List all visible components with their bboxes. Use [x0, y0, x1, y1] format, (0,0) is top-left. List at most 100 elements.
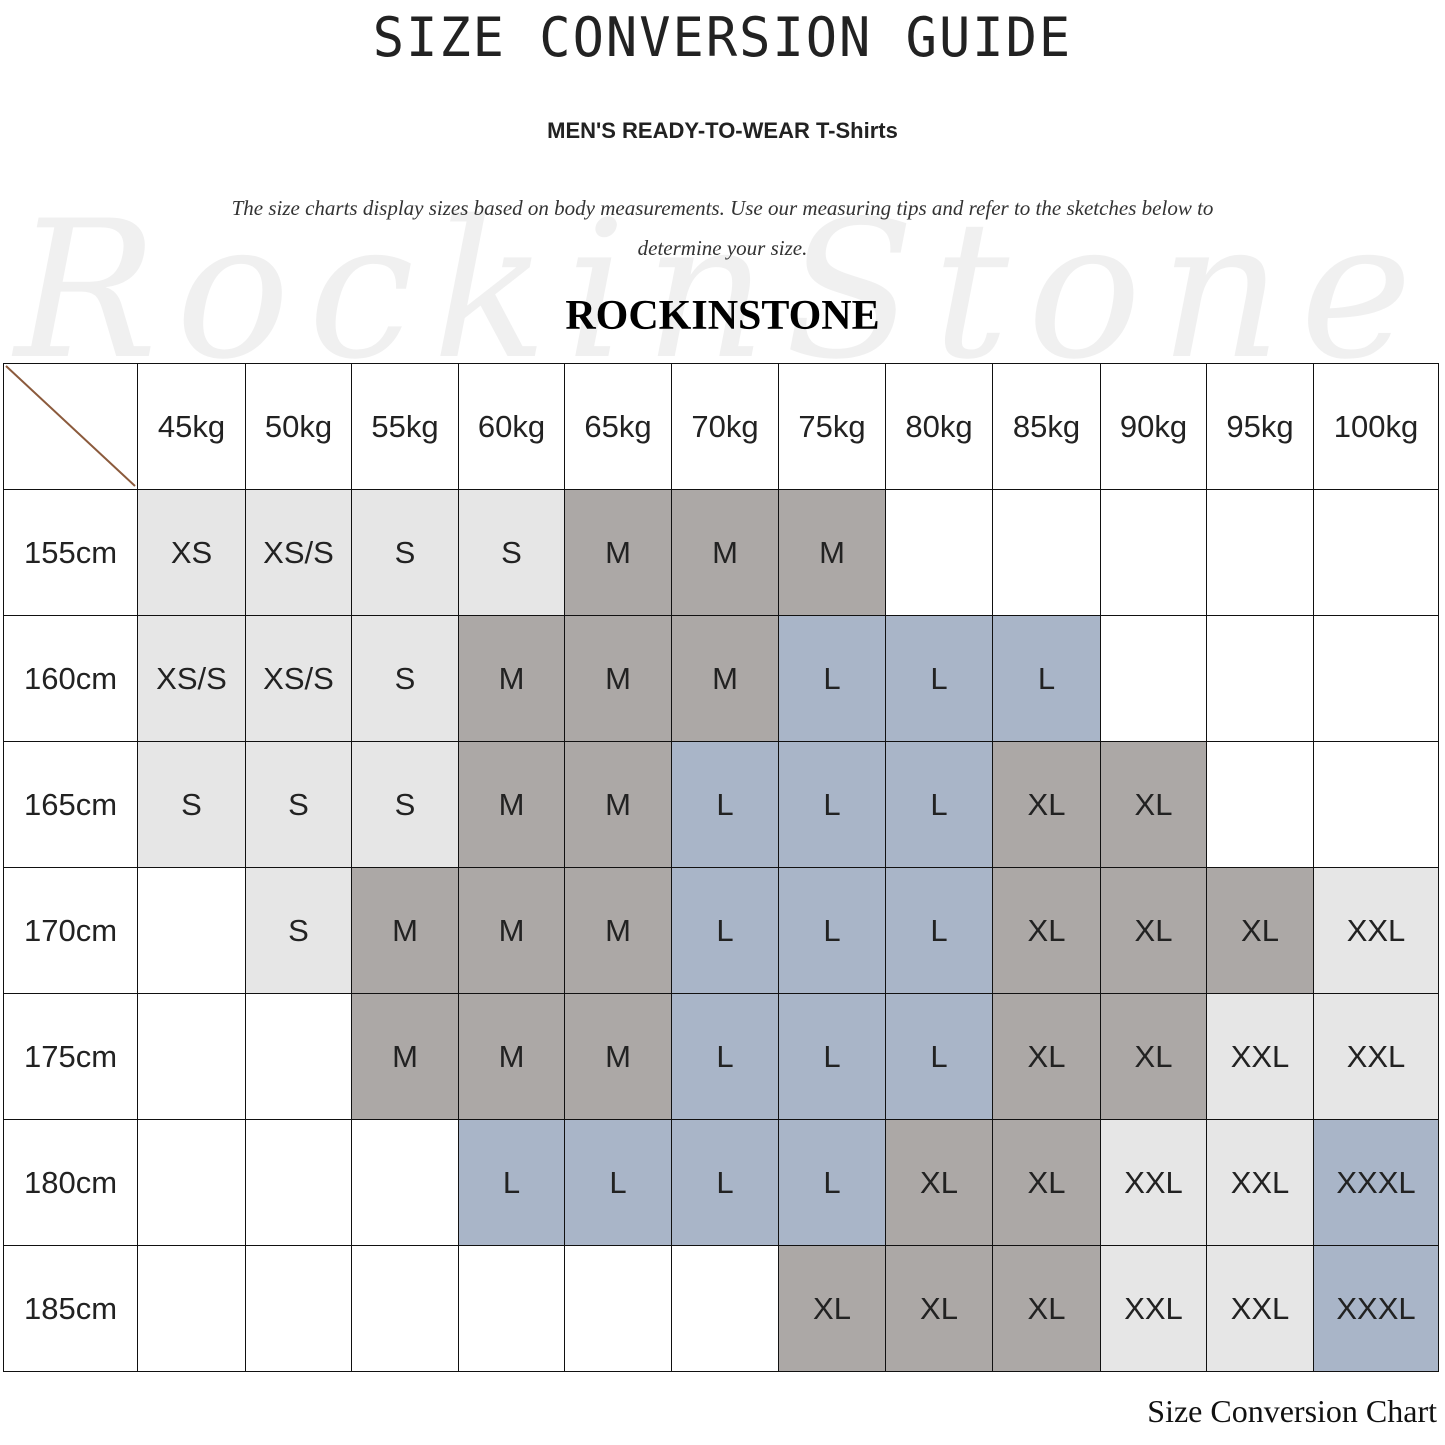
row-header: 180cm [3, 1119, 138, 1246]
column-header: 75kg [778, 363, 886, 490]
size-cell: XS [137, 489, 246, 616]
size-cell: L [778, 741, 886, 868]
size-table: 45kg 50kg 55kg 60kg 65kg 70kg 75kg 80kg 85kg 90kg… [3, 363, 1439, 1372]
size-cell: XXL [1206, 993, 1314, 1120]
column-header: 65kg [564, 363, 672, 490]
caption: Size Conversion Chart [1147, 1393, 1437, 1429]
corner-cell [3, 363, 138, 490]
table-row: 175cm M M M L L L XL XL XXL XXL [3, 993, 1439, 1120]
size-cell [137, 993, 246, 1120]
size-cell: L [778, 1119, 886, 1246]
size-cell: M [778, 489, 886, 616]
size-cell: L [778, 615, 886, 742]
header-row: 45kg 50kg 55kg 60kg 65kg 70kg 75kg 80kg 85kg 90kg… [3, 363, 1439, 490]
size-cell: S [245, 741, 352, 868]
size-cell: XXL [1100, 1245, 1207, 1372]
size-cell: M [564, 993, 672, 1120]
size-cell: L [458, 1119, 565, 1246]
size-cell: L [778, 993, 886, 1120]
size-cell [351, 1119, 459, 1246]
size-cell: M [458, 867, 565, 994]
size-cell: XXL [1100, 1119, 1207, 1246]
column-header: 95kg [1206, 363, 1314, 490]
table-row: 185cm XL XL XL XXL XXL XXXL [3, 1245, 1439, 1372]
brand-name: ROCKINSTONE [565, 293, 880, 339]
size-cell: XL [885, 1245, 993, 1372]
size-cell: M [671, 489, 779, 616]
size-cell: XXXL [1313, 1245, 1439, 1372]
size-cell: S [351, 741, 459, 868]
size-cell: M [351, 867, 459, 994]
size-cell [1313, 615, 1439, 742]
size-cell: L [885, 867, 993, 994]
size-cell: XL [885, 1119, 993, 1246]
size-cell: M [458, 615, 565, 742]
size-cell: XXXL [1313, 1119, 1439, 1246]
size-cell: XL [992, 741, 1101, 868]
size-cell: XL [1100, 741, 1207, 868]
size-cell: L [671, 741, 779, 868]
description: The size charts display sizes based on b… [231, 196, 1214, 260]
size-cell [245, 1245, 352, 1372]
size-cell [351, 1245, 459, 1372]
column-header: 45kg [137, 363, 246, 490]
size-cell: L [992, 615, 1101, 742]
size-cell [1313, 741, 1439, 868]
size-cell: M [671, 615, 779, 742]
column-header: 55kg [351, 363, 459, 490]
size-cell [245, 1119, 352, 1246]
size-cell: S [351, 489, 459, 616]
size-cell [1206, 741, 1314, 868]
size-cell [1100, 615, 1207, 742]
size-cell: L [671, 867, 779, 994]
size-cell: L [885, 615, 993, 742]
size-cell [1206, 489, 1314, 616]
row-header: 155cm [3, 489, 138, 616]
size-cell: M [564, 615, 672, 742]
size-cell: L [778, 867, 886, 994]
size-cell: L [885, 741, 993, 868]
table-row: 160cm XS/S XS/S S M M M L L L [3, 615, 1439, 742]
size-cell: M [564, 867, 672, 994]
row-header: 175cm [3, 993, 138, 1120]
size-cell: S [137, 741, 246, 868]
size-cell [137, 1119, 246, 1246]
row-header: 165cm [3, 741, 138, 868]
size-cell: L [885, 993, 993, 1120]
diagonal-line [5, 365, 136, 487]
size-cell: L [671, 1119, 779, 1246]
size-cell [564, 1245, 672, 1372]
table-row: 180cm L L L L XL XL XXL XXL XXXL [3, 1119, 1439, 1246]
size-cell: M [458, 741, 565, 868]
size-cell: XS/S [245, 615, 352, 742]
page-title: SIZE CONVERSION GUIDE [372, 6, 1073, 70]
size-cell [1313, 489, 1439, 616]
size-cell [458, 1245, 565, 1372]
size-cell: L [564, 1119, 672, 1246]
size-cell [245, 993, 352, 1120]
size-cell: XXL [1206, 1119, 1314, 1246]
column-header: 90kg [1100, 363, 1207, 490]
size-cell: XL [992, 867, 1101, 994]
size-cell: XL [1100, 993, 1207, 1120]
size-cell: XL [992, 993, 1101, 1120]
size-cell: M [351, 993, 459, 1120]
size-cell: XXL [1313, 867, 1439, 994]
column-header: 70kg [671, 363, 779, 490]
table-row: 155cm XS XS/S S S M M M [3, 489, 1439, 616]
size-cell: XL [992, 1245, 1101, 1372]
column-header: 85kg [992, 363, 1101, 490]
column-header: 100kg [1313, 363, 1439, 490]
size-cell: L [671, 993, 779, 1120]
table-row: 170cm S M M M L L L XL XL XL XXL [3, 867, 1439, 994]
size-cell: M [458, 993, 565, 1120]
size-cell [137, 1245, 246, 1372]
size-cell: S [458, 489, 565, 616]
size-cell: XL [778, 1245, 886, 1372]
size-cell: XL [992, 1119, 1101, 1246]
size-cell: XS/S [245, 489, 352, 616]
row-header: 160cm [3, 615, 138, 742]
size-cell: XL [1100, 867, 1207, 994]
table-row: 165cm S S S M M L L L XL XL [3, 741, 1439, 868]
row-header: 185cm [3, 1245, 138, 1372]
